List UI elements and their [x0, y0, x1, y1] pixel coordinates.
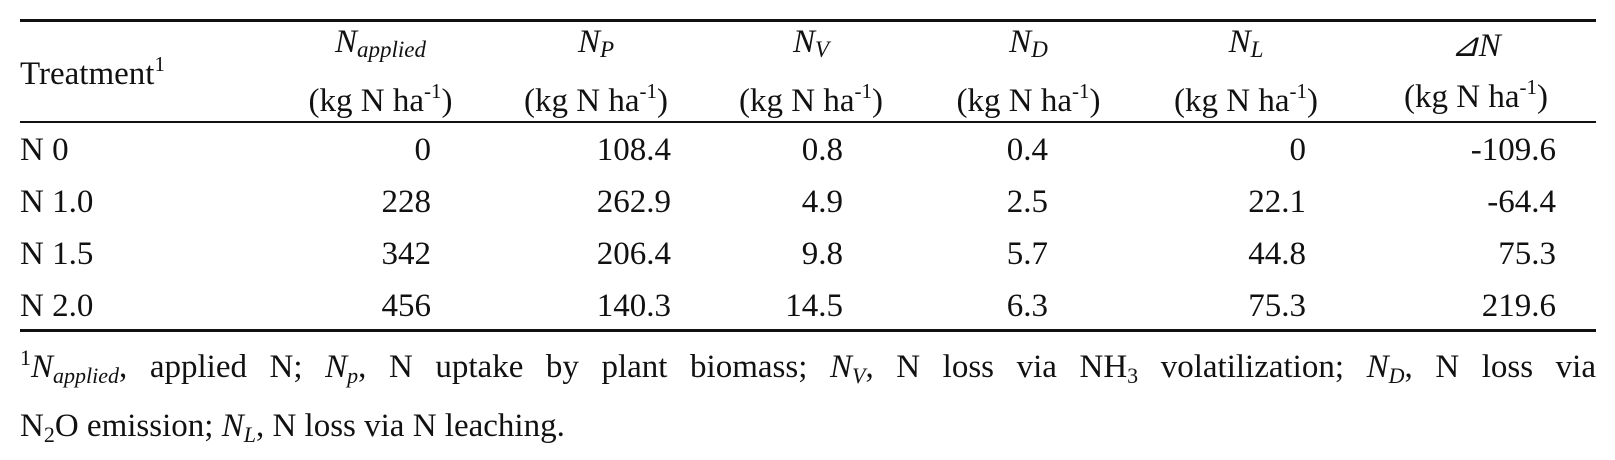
data-table: Treatment1 Napplied (kg N ha-1) NP (kg N…	[20, 22, 1596, 332]
table-row: N 2.0 456 140.3 14.5 6.3 75.3 219.6	[20, 280, 1596, 332]
header-n-p: NP (kg N ha-1)	[491, 22, 701, 122]
header-symbol: ⊿N	[1451, 28, 1501, 64]
cell-n-applied: 342	[381, 235, 432, 272]
cell-n-applied: 0	[414, 131, 432, 168]
cell-n-d: 2.5	[1006, 183, 1048, 220]
table-bottom-rule	[20, 329, 1596, 332]
cell-n-p: 206.4	[596, 235, 671, 272]
header-treatment: Treatment1	[20, 22, 270, 122]
header-row: Treatment1 Napplied (kg N ha-1) NP (kg N…	[20, 22, 1596, 122]
header-unit: (kg N ha-1)	[956, 79, 1101, 119]
cell-n-v: 14.5	[785, 287, 843, 324]
cell-n-v: 0.8	[801, 131, 843, 168]
row-treatment: N 1.0	[20, 183, 94, 220]
cell-n-p: 108.4	[596, 131, 671, 168]
cell-n-l: 22.1	[1248, 183, 1306, 220]
header-n-d: ND (kg N ha-1)	[921, 22, 1136, 122]
table-row: N 0 0 108.4 0.8 0.4 0 -109.6	[20, 122, 1596, 176]
cell-n-applied: 456	[381, 287, 432, 324]
cell-delta-n: 219.6	[1481, 287, 1556, 324]
cell-n-d: 5.7	[1006, 235, 1048, 272]
header-unit: (kg N ha-1)	[739, 79, 883, 119]
cell-n-l: 75.3	[1248, 287, 1306, 324]
cell-n-l: 44.8	[1248, 235, 1306, 272]
header-n-v: NV (kg N ha-1)	[701, 22, 921, 122]
header-symbol: Napplied	[334, 24, 426, 62]
cell-n-v: 4.9	[801, 183, 843, 220]
cell-n-d: 6.3	[1006, 287, 1048, 324]
cell-n-p: 140.3	[596, 287, 671, 324]
header-treatment-label: Treatment	[20, 55, 155, 92]
row-treatment: N 0	[20, 131, 69, 168]
cell-n-applied: 228	[381, 183, 432, 220]
footnote-line-1: 1Napplied, applied N; Np, N uptake by pl…	[20, 345, 1596, 388]
table-row: N 1.5 342 206.4 9.8 5.7 44.8 75.3	[20, 228, 1596, 280]
row-treatment: N 2.0	[20, 287, 94, 324]
cell-n-d: 0.4	[1006, 131, 1048, 168]
header-unit: (kg N ha-1)	[308, 79, 453, 119]
header-rule	[20, 121, 1596, 123]
header-symbol: NL	[1228, 24, 1264, 62]
header-n-applied: Napplied (kg N ha-1)	[270, 22, 491, 122]
footnote-line-2: N2O emission; NL, N loss via N leaching.	[20, 408, 565, 447]
cell-delta-n: 75.3	[1498, 235, 1556, 272]
cell-n-l: 0	[1289, 131, 1307, 168]
row-treatment: N 1.5	[20, 235, 94, 272]
footnote-mark: 1	[154, 51, 165, 76]
cell-delta-n: -64.4	[1487, 183, 1556, 220]
cell-delta-n: -109.6	[1470, 131, 1556, 168]
table-top-rule	[20, 19, 1596, 22]
table-row: N 1.0 228 262.9 4.9 2.5 22.1 -64.4	[20, 176, 1596, 228]
header-unit: (kg N ha-1)	[1174, 79, 1318, 119]
header-n-l: NL (kg N ha-1)	[1136, 22, 1356, 122]
header-symbol: ND	[1009, 24, 1048, 62]
header-unit: (kg N ha-1)	[1404, 75, 1548, 115]
header-delta-n: ⊿N (kg N ha-1)	[1356, 22, 1596, 122]
header-symbol: NV	[792, 24, 830, 62]
cell-n-p: 262.9	[596, 183, 671, 220]
cell-n-v: 9.8	[801, 235, 843, 272]
header-unit: (kg N ha-1)	[524, 79, 668, 119]
table-footnote: 1Napplied, applied N; Np, N uptake by pl…	[20, 333, 1596, 460]
header-symbol: NP	[577, 24, 615, 62]
